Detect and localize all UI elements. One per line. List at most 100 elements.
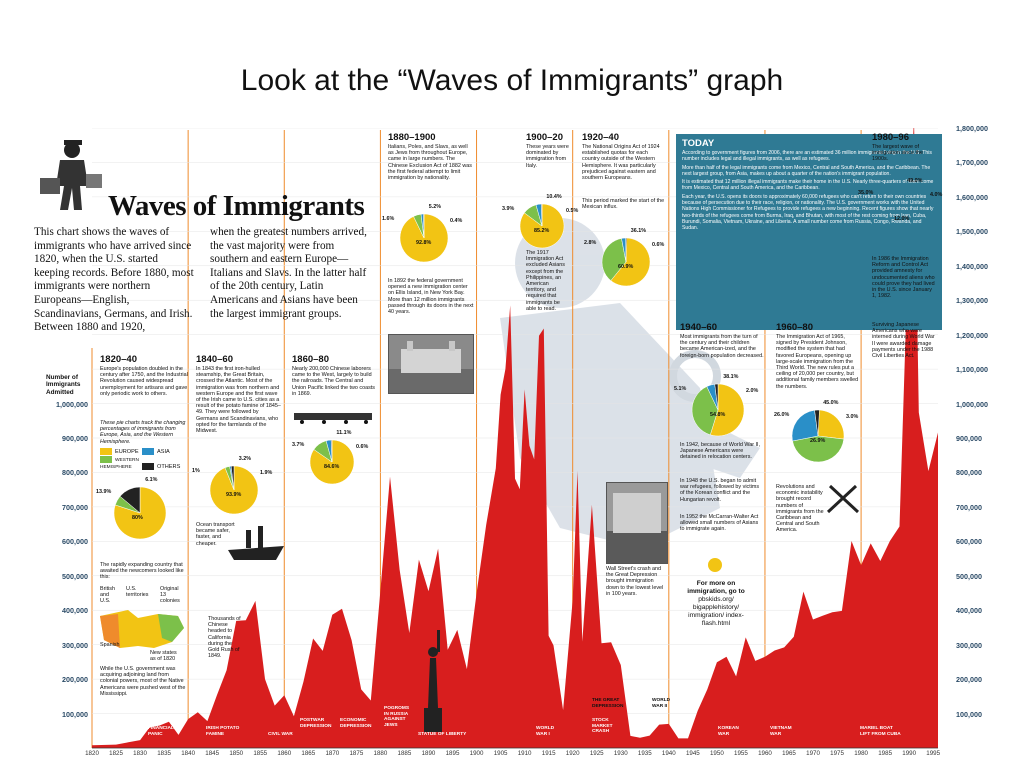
event-financial-panic: FINANCIAL PANIC bbox=[148, 726, 174, 737]
era-1840-text: 1840–60 In 1843 the first iron-hulled ste… bbox=[196, 354, 282, 434]
era-1940-mccarran-text: In 1952 the McCarran-Walter Act allowed … bbox=[680, 514, 759, 533]
event-vietnam: VIETNAM WAR bbox=[770, 726, 792, 737]
era-1960-body: The Immigration Act of 1965, signed by P… bbox=[776, 334, 859, 390]
y-tick-label-right: 1,600,000 bbox=[956, 192, 988, 202]
y-tick-label-left: 1,000,000 bbox=[56, 399, 88, 409]
x-tick-label: 1820 bbox=[85, 750, 99, 757]
pie-percent-label: 26.9% bbox=[810, 438, 826, 444]
x-tick-label: 1865 bbox=[301, 750, 316, 757]
x-tick-label: 1955 bbox=[734, 750, 748, 757]
y-tick-label-right: 1,200,000 bbox=[956, 330, 988, 340]
pie-percent-label: 26.0% bbox=[774, 412, 790, 418]
pie-slice-west bbox=[601, 238, 627, 281]
pie-slice-others bbox=[541, 203, 543, 227]
pie-percent-label: 93.9% bbox=[226, 492, 242, 498]
era-1820-body: Europe's population doubled in the centu… bbox=[100, 366, 188, 397]
y-tick-label-right: 1,100,000 bbox=[956, 365, 988, 375]
pie-slice-europe bbox=[709, 383, 745, 437]
y-tick-label-left: 800,000 bbox=[62, 468, 88, 478]
immigration-area-series bbox=[92, 128, 938, 748]
pie-percent-label: 4.0% bbox=[930, 192, 943, 198]
era-1900-year: 1900–20 bbox=[526, 132, 563, 143]
pie-percent-label: 80% bbox=[132, 515, 143, 521]
x-tick-label: 1900 bbox=[469, 750, 484, 757]
y-axis-title: Number of Immigrants Admitted bbox=[46, 374, 81, 396]
pie-percent-label: 3.7% bbox=[292, 442, 305, 448]
web-link-lead: For more on immigration, go to bbox=[687, 580, 745, 595]
x-tick-label: 1940 bbox=[661, 750, 676, 757]
steamship-icon bbox=[226, 524, 286, 564]
x-tick-label: 1995 bbox=[926, 750, 941, 757]
era-1840-body: In 1843 the first iron-hulled steamship,… bbox=[196, 366, 281, 435]
pie-percent-label: 6.1% bbox=[145, 477, 158, 483]
x-tick-label: 1830 bbox=[133, 750, 147, 757]
era-1920-body: The National Origins Act of 1924 establi… bbox=[582, 144, 660, 182]
pie-slice-west bbox=[792, 435, 845, 463]
pie-legend-note: These pie charts track the changing perc… bbox=[100, 420, 186, 445]
pie-percent-label: 45.0% bbox=[823, 400, 839, 406]
x-tick-label: 1945 bbox=[685, 750, 700, 757]
y-tick-label-right: 1,700,000 bbox=[956, 158, 988, 168]
x-tick-label: 1825 bbox=[109, 750, 123, 757]
pie-percent-label: 38.1% bbox=[723, 374, 739, 380]
y-tick-label-right: 200,000 bbox=[956, 675, 982, 685]
today-p1: According to government figures from 200… bbox=[682, 150, 932, 163]
map-label-new-states: New states as of 1820 bbox=[150, 650, 177, 663]
pie-percent-label: 3.0% bbox=[846, 414, 859, 420]
pie-slice-europe bbox=[610, 237, 651, 287]
era-1980-body: The largest wave of immigration since th… bbox=[872, 144, 923, 163]
event-ww2: WORLD WAR II bbox=[652, 698, 671, 709]
depression-photo bbox=[606, 482, 668, 564]
today-p4: Each year, the U.S. opens its doors to a… bbox=[682, 193, 934, 232]
x-tick-label: 1975 bbox=[830, 750, 844, 757]
today-panel: TODAY According to government figures fr… bbox=[676, 134, 942, 330]
event-korean: KOREAN WAR bbox=[718, 726, 739, 737]
legend-swatch-others bbox=[142, 462, 154, 470]
y-tick-label-right: 1,400,000 bbox=[956, 261, 988, 271]
today-p3: It is estimated that 12 million illegal … bbox=[682, 179, 934, 192]
pie-slice-others bbox=[119, 486, 141, 514]
event-stock: STOCK MARKET CRASH bbox=[592, 718, 613, 735]
x-tick-label: 1895 bbox=[445, 750, 460, 757]
intro-text-right: when the greatest numbers arrived, the v… bbox=[210, 226, 367, 320]
event-economic: ECONOMIC DEPRESSION bbox=[340, 718, 372, 729]
legend-item-europe: EUROPE bbox=[100, 447, 142, 456]
pie-percent-label: 92.8% bbox=[416, 240, 432, 246]
era-1960-rev-text: Revolutions and economic instability bro… bbox=[776, 484, 824, 534]
pie-percent-label: 0.4% bbox=[450, 218, 463, 224]
legend-swatch-west bbox=[100, 455, 112, 463]
era-1840-year: 1840–60 bbox=[196, 354, 233, 365]
x-tick-label: 1910 bbox=[517, 750, 532, 757]
pie-percent-label: 35.0% bbox=[858, 190, 874, 196]
event-pogroms: POGROMS IN RUSSIA AGAINST JEWS bbox=[384, 706, 410, 728]
pie-slice-others bbox=[230, 465, 235, 491]
pie-percent-label: 3.9% bbox=[502, 206, 515, 212]
pie-slice-asia bbox=[791, 409, 819, 442]
x-tick-label: 1860 bbox=[277, 750, 292, 757]
y-tick-label-right: 400,000 bbox=[956, 606, 982, 616]
pie-percent-label: 5.1% bbox=[674, 386, 687, 392]
x-tick-label: 1880 bbox=[373, 750, 388, 757]
x-tick-label: 1930 bbox=[613, 750, 628, 757]
pie-percent-label: 49.0% bbox=[907, 178, 923, 184]
era-1940-text: 1940–60 Most immigrants from the turn of … bbox=[680, 322, 766, 359]
pie-percent-label: 84.6% bbox=[324, 464, 340, 470]
pie-slice-others bbox=[814, 409, 820, 437]
era-1900-body: These years were dominated by immigratio… bbox=[526, 144, 569, 169]
y-tick-label-left: 700,000 bbox=[62, 502, 88, 512]
era-1820-text: 1820–40 Europe's population doubled in th… bbox=[100, 354, 188, 397]
y-tick-label-right: 900,000 bbox=[956, 434, 982, 443]
web-link-url[interactable]: pbskids.org/ bigapplehistory/ immigratio… bbox=[688, 596, 744, 627]
x-tick-label: 1960 bbox=[758, 750, 772, 757]
era-1920-year: 1920–40 bbox=[582, 132, 619, 143]
era-1880-year: 1880–1900 bbox=[388, 132, 436, 143]
era-1900-asian-text: The 1917 Immigration Act excluded Asians… bbox=[526, 250, 565, 312]
y-tick-label-right: 700,000 bbox=[956, 502, 982, 512]
pie-slice-others bbox=[330, 439, 333, 463]
web-link[interactable]: For more on immigration, go to pbskids.o… bbox=[680, 580, 752, 628]
pie-slice-others bbox=[625, 237, 627, 263]
y-tick-label-right: 1,300,000 bbox=[956, 296, 988, 306]
era-1960-year: 1960–80 bbox=[776, 322, 813, 333]
pie-percent-label: 5.2% bbox=[428, 204, 442, 210]
y-tick-label-right: 300,000 bbox=[956, 640, 982, 650]
